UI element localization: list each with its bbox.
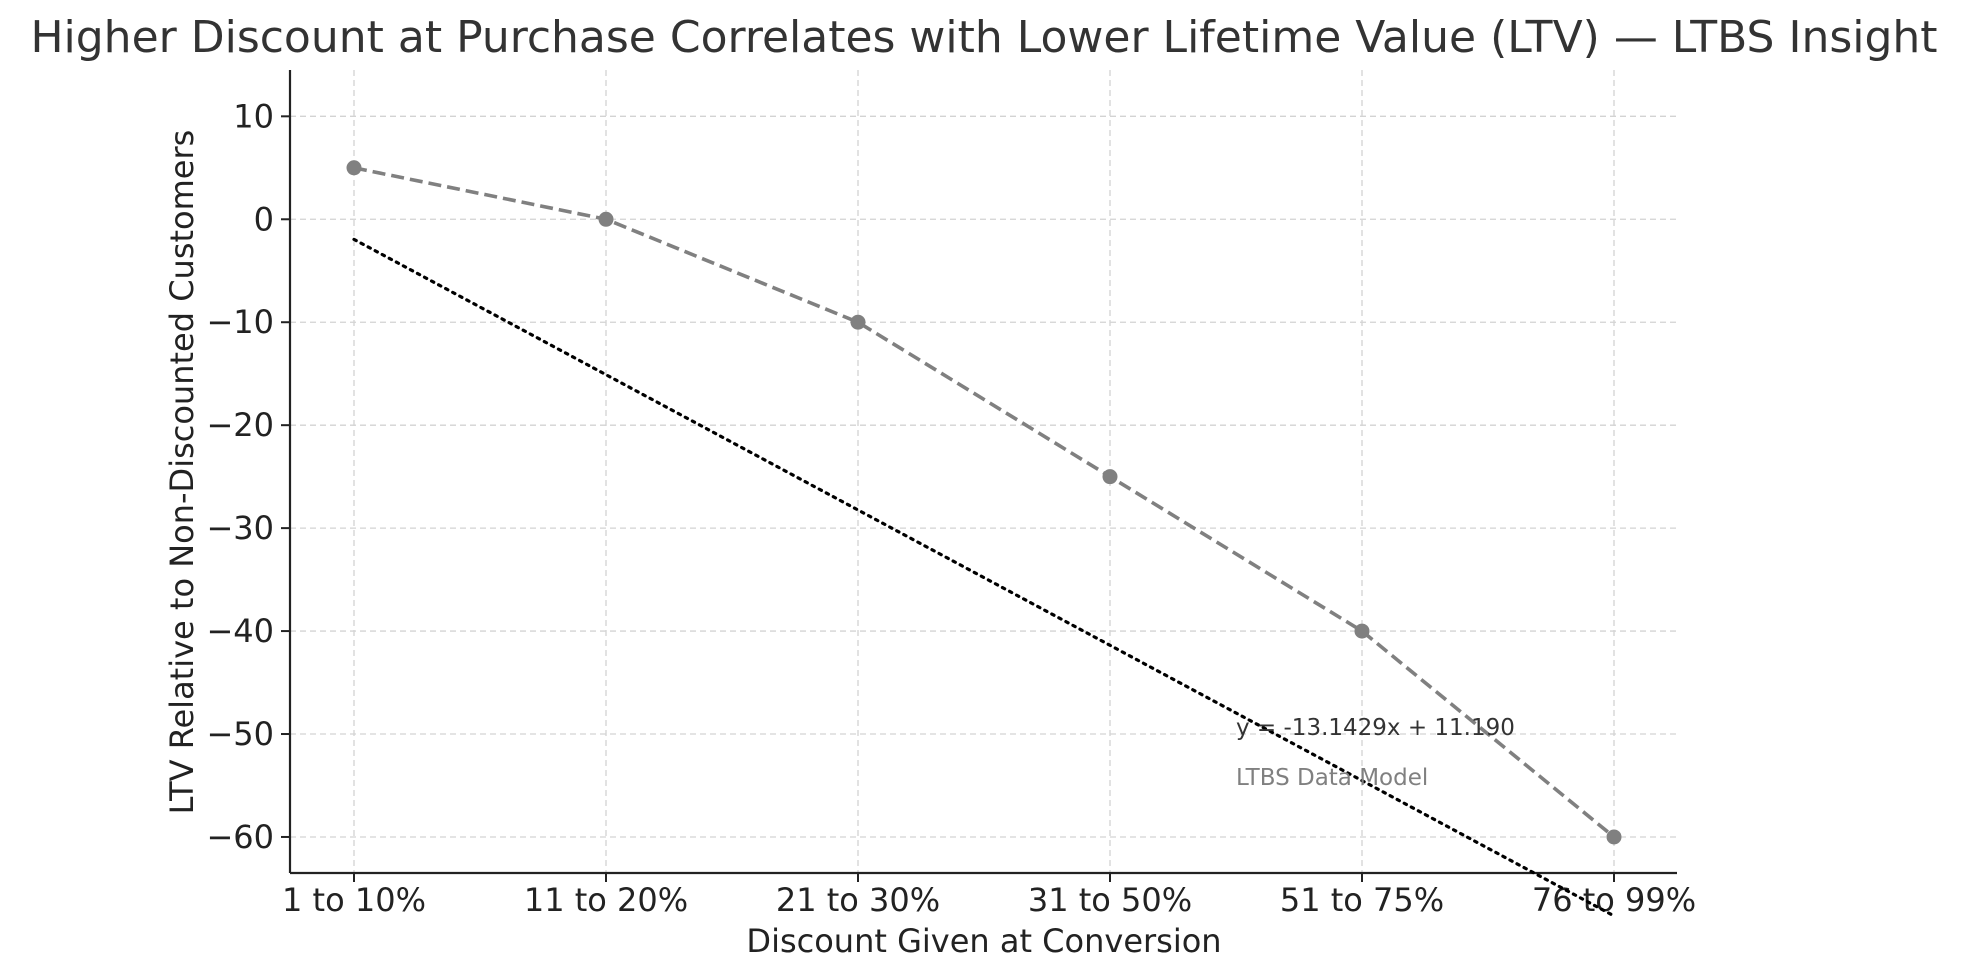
ltv-data-point [1354, 623, 1370, 639]
ltv-data-point [1102, 469, 1118, 485]
y-tick-label: −20 [206, 406, 274, 444]
source-annotation: LTBS Data Model [1236, 765, 1428, 791]
ltv-data-point [346, 160, 362, 176]
axes [288, 70, 1677, 875]
x-tick-label: 21 to 30% [776, 881, 940, 919]
ltv-data-point [598, 211, 614, 227]
x-tick-label: 31 to 50% [1028, 881, 1192, 919]
x-tick-label: 1 to 10% [282, 881, 426, 919]
ltv-series-line [353, 166, 1616, 839]
ticks: 10 0 −10 −20 −30 −40 −50 −601 to 10% 11 to 20% 21… [206, 97, 1696, 919]
x-tick-label: 76 to 99% [1532, 881, 1696, 919]
y-axis-label: LTV Relative to Non-Discounted Customers [163, 130, 201, 815]
ltv-data-point [1606, 829, 1622, 845]
x-tick-label: 51 to 75% [1280, 881, 1444, 919]
annotations: y = -13.1429x + 11.190 LTBS Data Model [1236, 715, 1515, 791]
y-tick-label: 10 [233, 97, 274, 135]
y-tick-label: −30 [206, 509, 274, 547]
ltv-data-point [850, 314, 866, 330]
y-tick-label: 0 [254, 200, 274, 238]
trend-line [352, 237, 1616, 918]
x-tick-label: 11 to 20% [524, 881, 688, 919]
y-tick-label: −40 [206, 612, 274, 650]
chart-title: Higher Discount at Purchase Correlates w… [30, 12, 1937, 63]
trend-equation-annotation: y = -13.1429x + 11.190 [1236, 715, 1515, 741]
grid [290, 70, 1677, 873]
x-axis-label: Discount Given at Conversion [746, 922, 1221, 960]
y-tick-label: −50 [206, 715, 274, 753]
y-tick-label: −60 [206, 818, 274, 856]
series [346, 160, 1622, 918]
y-tick-label: −10 [206, 303, 274, 341]
